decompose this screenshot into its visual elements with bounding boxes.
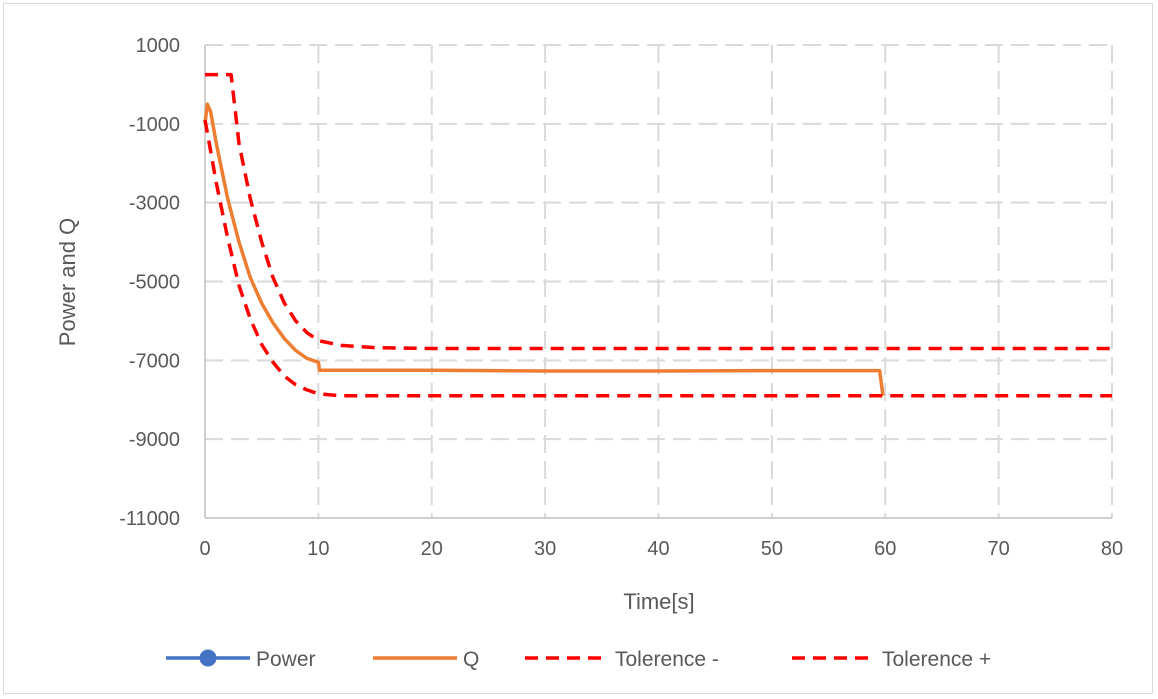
x-tick-label: 30: [534, 538, 556, 560]
series-lines: [203, 72, 1112, 398]
tick-labels: 0 10 20 30 40 50 60 70 80 1000 -1000 -3000 -5000 -700…: [119, 35, 1123, 560]
y-tick-label: -9000: [129, 429, 180, 451]
series-line: [203, 102, 885, 397]
grid-lines: [205, 44, 1113, 518]
y-tick-label: -5000: [129, 272, 180, 294]
x-tick-label: 0: [199, 538, 210, 560]
x-tick-label: 80: [1101, 538, 1123, 560]
y-tick-label: 1000: [136, 35, 181, 57]
x-tick-label: 20: [421, 538, 443, 560]
legend-label: Tolerence +: [882, 648, 991, 671]
legend-label: Tolerence -: [615, 648, 719, 671]
legend: Power Q Tolerence - Tolerence +: [166, 648, 991, 671]
legend-label: Power: [256, 648, 316, 671]
y-tick-label: -1000: [129, 114, 180, 136]
legend-marker: [199, 649, 217, 667]
legend-label: Q: [463, 648, 479, 671]
x-tick-label: 10: [307, 538, 329, 560]
y-axis-title: Power and Q: [55, 218, 80, 346]
x-axis-title: Time[s]: [623, 589, 694, 614]
y-tick-label: -7000: [129, 350, 180, 372]
x-tick-label: 40: [647, 538, 669, 560]
x-tick-label: 70: [988, 538, 1010, 560]
y-tick-label: -11000: [119, 508, 180, 530]
y-tick-label: -3000: [129, 193, 180, 215]
x-tick-label: 60: [874, 538, 896, 560]
x-tick-label: 50: [761, 538, 783, 560]
